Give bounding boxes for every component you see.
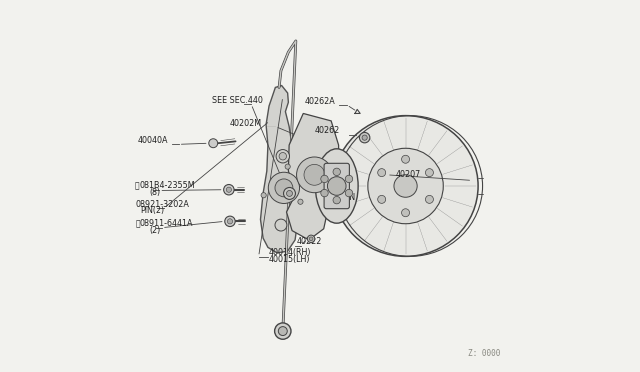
Text: 40014(RH): 40014(RH)	[269, 248, 311, 257]
Circle shape	[309, 237, 313, 241]
Text: (2): (2)	[149, 226, 160, 235]
Text: 08921-3202A: 08921-3202A	[136, 200, 189, 209]
Circle shape	[268, 172, 300, 203]
Circle shape	[261, 193, 266, 198]
Circle shape	[401, 209, 410, 217]
Circle shape	[345, 175, 353, 183]
Circle shape	[227, 187, 232, 192]
Text: Ⓝ: Ⓝ	[136, 219, 140, 228]
Circle shape	[304, 164, 325, 185]
Text: 081B4-2355M: 081B4-2355M	[140, 182, 196, 190]
Circle shape	[368, 148, 444, 224]
Text: 40207: 40207	[395, 170, 420, 179]
Circle shape	[227, 219, 232, 224]
Circle shape	[225, 216, 235, 227]
Circle shape	[275, 179, 293, 197]
Circle shape	[426, 195, 433, 203]
Text: PIN(2): PIN(2)	[141, 206, 165, 215]
Ellipse shape	[316, 149, 358, 223]
Circle shape	[321, 189, 328, 197]
FancyBboxPatch shape	[324, 163, 349, 209]
Circle shape	[279, 153, 287, 160]
Circle shape	[362, 135, 367, 140]
Circle shape	[275, 219, 287, 231]
Circle shape	[284, 187, 296, 199]
Circle shape	[275, 323, 291, 339]
Circle shape	[307, 235, 315, 243]
Polygon shape	[287, 113, 339, 240]
Circle shape	[209, 139, 218, 148]
Circle shape	[426, 169, 433, 177]
Circle shape	[321, 175, 328, 183]
Circle shape	[223, 185, 234, 195]
Circle shape	[287, 190, 292, 196]
Circle shape	[378, 195, 386, 203]
Text: 08911-6441A: 08911-6441A	[140, 219, 193, 228]
Text: 40222: 40222	[296, 237, 321, 246]
Circle shape	[276, 150, 289, 163]
Polygon shape	[260, 86, 301, 253]
Text: 40262: 40262	[315, 126, 340, 135]
Text: (8): (8)	[149, 188, 160, 197]
Circle shape	[333, 168, 340, 176]
Text: 40262N: 40262N	[324, 193, 356, 202]
Circle shape	[345, 189, 353, 197]
Circle shape	[333, 196, 340, 204]
Circle shape	[285, 164, 291, 169]
Text: 40262A: 40262A	[305, 97, 336, 106]
Circle shape	[401, 155, 410, 163]
Ellipse shape	[394, 175, 417, 197]
Text: 40015(LH): 40015(LH)	[269, 255, 310, 264]
Circle shape	[328, 177, 346, 195]
Circle shape	[378, 169, 386, 177]
Text: 40202M: 40202M	[230, 119, 262, 128]
Circle shape	[360, 132, 370, 143]
Text: Ⓑ: Ⓑ	[135, 182, 140, 190]
Text: SEE SEC.440: SEE SEC.440	[212, 96, 263, 105]
Ellipse shape	[333, 116, 478, 256]
Circle shape	[298, 199, 303, 204]
Circle shape	[296, 157, 332, 193]
Text: 40040A: 40040A	[138, 136, 168, 145]
Text: Z: 0000: Z: 0000	[468, 349, 500, 358]
Circle shape	[278, 327, 287, 336]
